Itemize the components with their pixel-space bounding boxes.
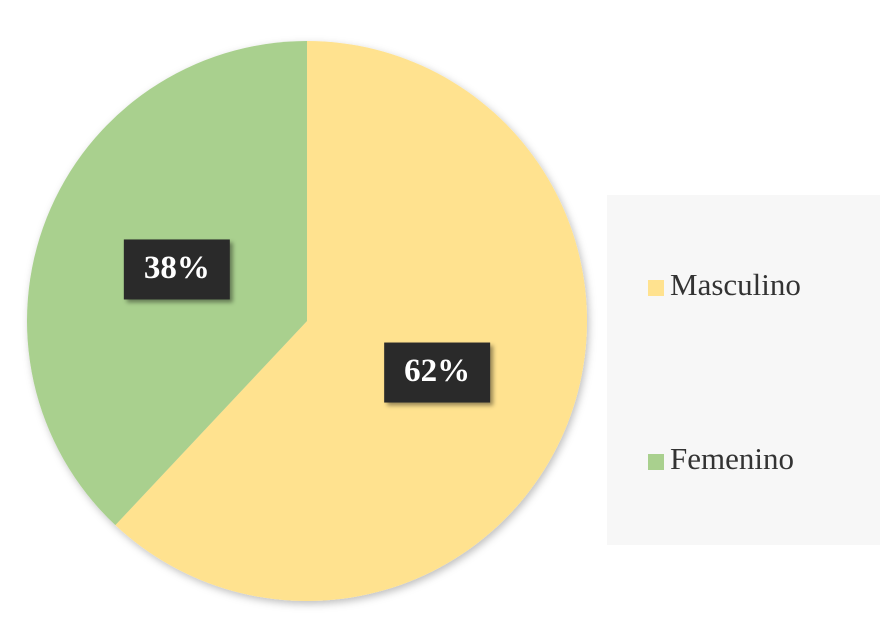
legend-label: Masculino — [670, 267, 801, 302]
legend-swatch — [648, 280, 664, 296]
data-labels: 62% 38% — [123, 239, 491, 403]
legend: Masculino Femenino — [648, 267, 801, 476]
legend-label: Femenino — [670, 441, 794, 476]
pie — [27, 41, 587, 601]
label-box — [123, 239, 230, 300]
legend-swatch — [648, 454, 664, 470]
data-label: 62% — [404, 353, 470, 389]
legend-box — [607, 195, 880, 545]
data-label: 38% — [144, 250, 210, 286]
label-box — [384, 342, 491, 403]
pie-slice — [115, 41, 587, 601]
